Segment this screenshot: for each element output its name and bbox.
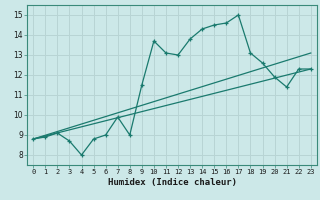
X-axis label: Humidex (Indice chaleur): Humidex (Indice chaleur): [108, 178, 236, 187]
